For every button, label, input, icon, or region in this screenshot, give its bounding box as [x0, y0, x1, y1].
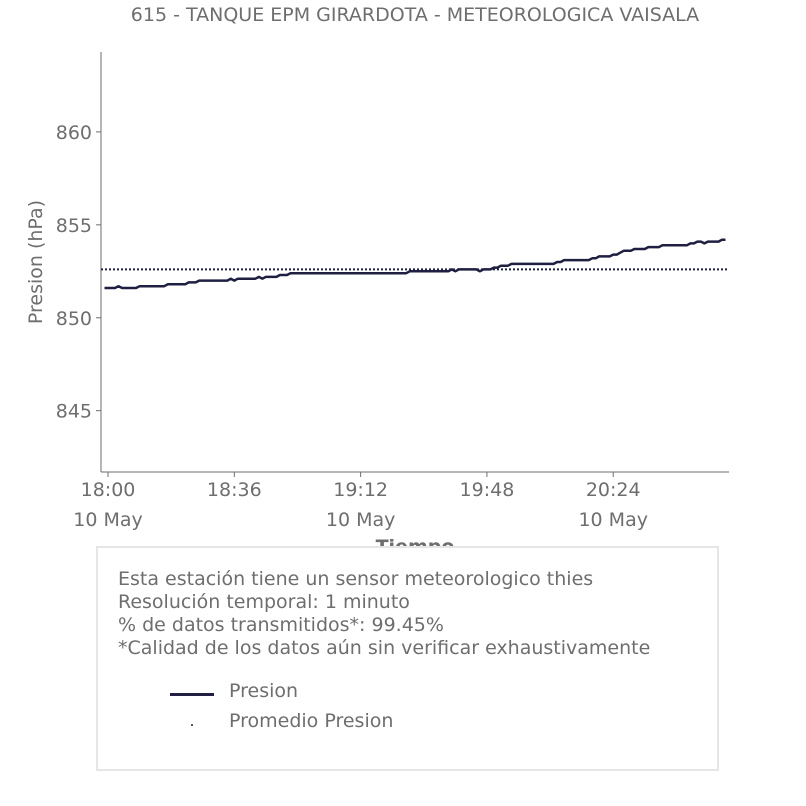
x-tick-label: 20:24: [586, 479, 641, 501]
info-line-quality: *Calidad de los datos aún sin verificar …: [118, 637, 651, 659]
station-info-text: Esta estación tiene un sensor meteorolog…: [118, 568, 650, 660]
plot-area: 845 850 855 860 18:00 10 May 18:36 19:12 10 May…: [56, 52, 729, 531]
chart-title: 615 - TANQUE EPM GIRARDOTA - METEOROLOGI…: [131, 4, 699, 26]
series-line-presion: [104, 238, 726, 290]
info-line-resolution: Resolución temporal: 1 minuto: [118, 591, 410, 613]
info-line-sensor: Esta estación tiene un sensor meteorolog…: [118, 568, 594, 590]
x-tick-date-label: 10 May: [73, 509, 143, 531]
x-tick-date-label: 10 May: [578, 509, 648, 531]
legend-label: Presion: [229, 680, 299, 702]
x-tick-label: 18:00: [81, 479, 136, 501]
y-tick-label: 850: [56, 308, 92, 330]
pressure-chart: 615 - TANQUE EPM GIRARDOTA - METEOROLOGI…: [25, 4, 729, 546]
legend-line-swatch: [170, 693, 214, 696]
y-tick-label: 845: [56, 401, 92, 423]
info-line-transmitted: % de datos transmitidos*: 99.45%: [118, 614, 444, 636]
x-tick-label: 19:48: [460, 479, 515, 501]
y-tick-label: 855: [56, 215, 92, 237]
legend-label: Promedio Presion: [229, 710, 394, 732]
x-axis-label: Tiempo: [376, 536, 455, 546]
x-tick-date-label: 10 May: [326, 509, 396, 531]
y-tick-label: 860: [56, 122, 92, 144]
x-tick-label: 19:12: [333, 479, 388, 501]
x-tick-label: 18:36: [207, 479, 262, 501]
y-axis-label: Presion (hPa): [25, 200, 47, 324]
legend-dot-swatch: [191, 724, 193, 726]
station-info-box: Esta estación tiene un sensor meteorolog…: [96, 546, 719, 771]
